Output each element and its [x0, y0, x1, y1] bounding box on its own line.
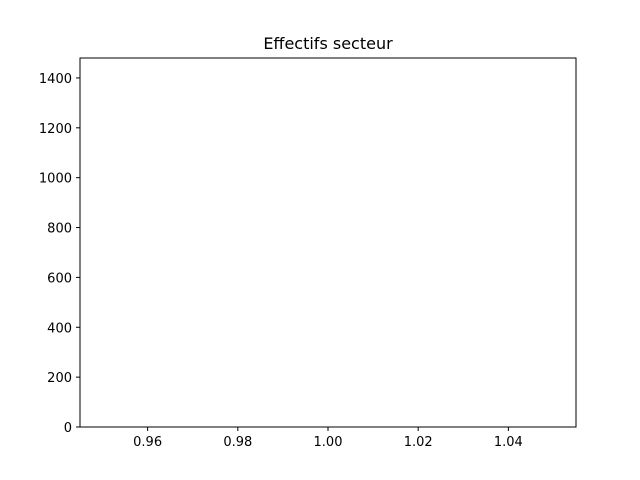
y-axis-ticks: 0 200 400 600 800 1000 1200 1400: [39, 72, 80, 436]
y-tick-label: 400: [47, 321, 72, 336]
y-tick-label: 0: [64, 421, 72, 436]
x-tick-label: 1.00: [314, 435, 343, 450]
x-tick-label: 0.98: [223, 435, 252, 450]
x-tick-label: 1.04: [494, 435, 523, 450]
chart-title: Effectifs secteur: [263, 34, 393, 53]
y-tick-label: 600: [47, 271, 72, 286]
y-tick-label: 200: [47, 371, 72, 386]
y-tick-label: 1400: [39, 72, 72, 87]
y-tick-label: 800: [47, 222, 72, 237]
y-tick-label: 1200: [39, 122, 72, 137]
x-tick-label: 1.02: [404, 435, 433, 450]
plot-area-frame: [79, 57, 577, 428]
x-tick-label: 0.96: [133, 435, 162, 450]
x-axis-ticks: 0.96 0.98 1.00 1.02 1.04: [133, 427, 523, 450]
y-tick-label: 1000: [39, 172, 72, 187]
